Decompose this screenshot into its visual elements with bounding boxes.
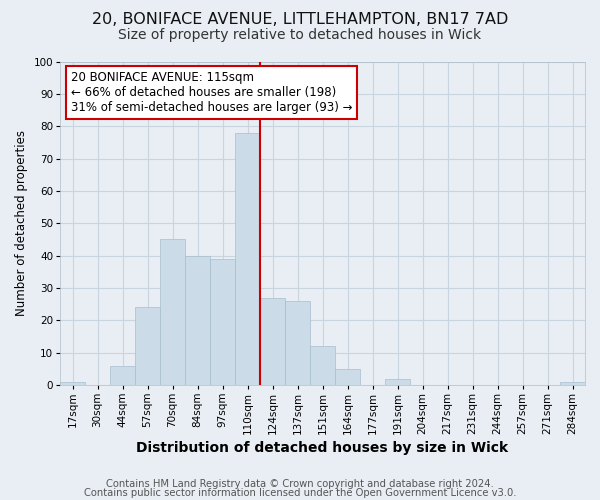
Bar: [310, 346, 335, 385]
Bar: [560, 382, 585, 385]
Bar: [185, 256, 210, 385]
Bar: [60, 382, 85, 385]
Bar: [335, 369, 360, 385]
Text: Contains HM Land Registry data © Crown copyright and database right 2024.: Contains HM Land Registry data © Crown c…: [106, 479, 494, 489]
Bar: [110, 366, 135, 385]
Text: 20 BONIFACE AVENUE: 115sqm
← 66% of detached houses are smaller (198)
31% of sem: 20 BONIFACE AVENUE: 115sqm ← 66% of deta…: [71, 71, 352, 114]
X-axis label: Distribution of detached houses by size in Wick: Distribution of detached houses by size …: [137, 441, 509, 455]
Y-axis label: Number of detached properties: Number of detached properties: [15, 130, 28, 316]
Bar: [285, 301, 310, 385]
Text: Size of property relative to detached houses in Wick: Size of property relative to detached ho…: [118, 28, 482, 42]
Bar: [385, 378, 410, 385]
Bar: [160, 240, 185, 385]
Bar: [210, 259, 235, 385]
Bar: [135, 308, 160, 385]
Text: 20, BONIFACE AVENUE, LITTLEHAMPTON, BN17 7AD: 20, BONIFACE AVENUE, LITTLEHAMPTON, BN17…: [92, 12, 508, 28]
Bar: [235, 132, 260, 385]
Bar: [260, 298, 285, 385]
Text: Contains public sector information licensed under the Open Government Licence v3: Contains public sector information licen…: [84, 488, 516, 498]
